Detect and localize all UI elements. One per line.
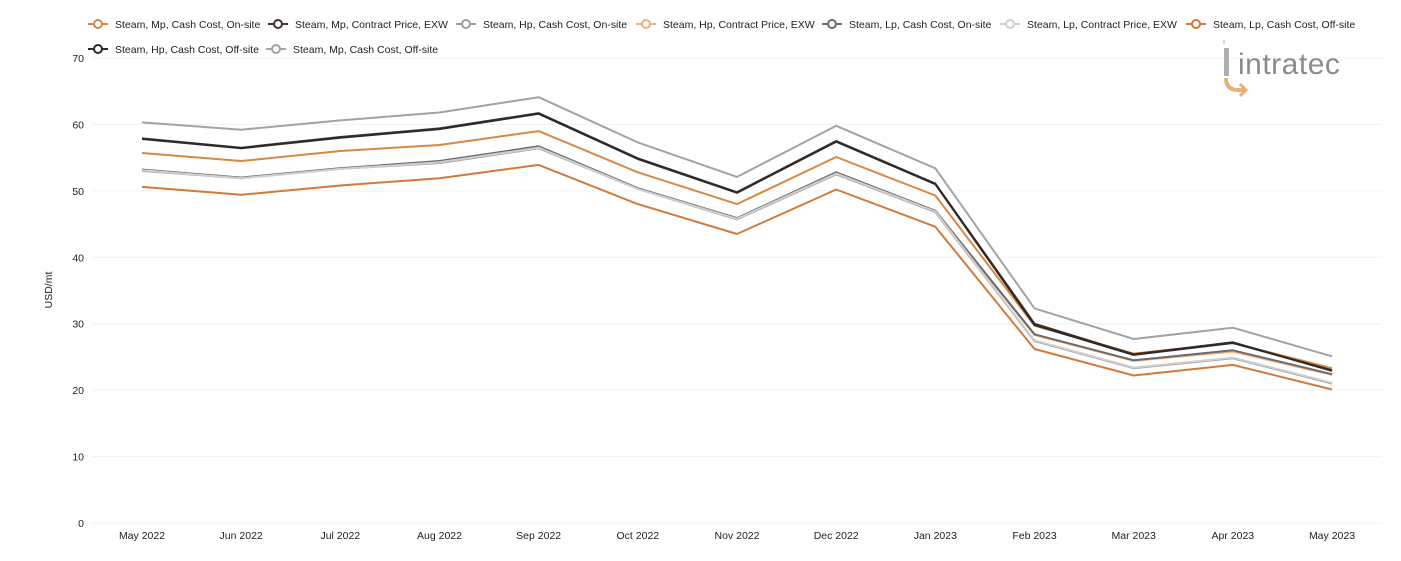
legend-marker — [93, 19, 103, 29]
x-tick-label: Oct 2022 — [617, 530, 660, 542]
series-line-2[interactable] — [141, 147, 1333, 385]
x-tick-label: Jan 2023 — [914, 530, 957, 542]
legend-label: Steam, Mp, Cash Cost, On-site — [115, 19, 260, 31]
legend-label: Steam, Hp, Cash Cost, Off-site — [115, 44, 259, 56]
y-axis-title: USD/mt — [43, 272, 55, 309]
y-tick-label: 0 — [78, 518, 84, 530]
x-tick-label: Aug 2022 — [417, 530, 462, 542]
x-tick-label: Mar 2023 — [1111, 530, 1156, 542]
legend-item-4[interactable]: Steam, Lp, Cash Cost, On-site — [822, 19, 992, 31]
intratec-logo-mark — [1223, 40, 1249, 98]
legend-item-8[interactable]: Steam, Mp, Cash Cost, Off-site — [266, 44, 438, 56]
y-tick-label: 40 — [72, 252, 84, 264]
y-tick-label: 70 — [72, 53, 84, 65]
y-tick-label: 30 — [72, 319, 84, 331]
x-tick-label: Jul 2022 — [320, 530, 360, 542]
series-line-7[interactable] — [141, 112, 1333, 372]
chart-series — [141, 96, 1333, 391]
legend-label: Steam, Lp, Cash Cost, Off-site — [1213, 19, 1355, 31]
y-tick-label: 60 — [72, 119, 84, 131]
legend-item-0[interactable]: Steam, Mp, Cash Cost, On-site — [88, 19, 260, 31]
x-tick-label: Dec 2022 — [814, 530, 859, 542]
legend-item-7[interactable]: Steam, Hp, Cash Cost, Off-site — [88, 44, 259, 56]
x-axis: May 2022 Jun 2022 Jul 2022 Aug 2022 Sep 2022… — [119, 530, 1355, 542]
legend-marker — [1191, 19, 1201, 29]
legend-marker — [271, 44, 281, 54]
x-tick-label: Feb 2023 — [1012, 530, 1057, 542]
legend-label: Steam, Lp, Contract Price, EXW — [1027, 19, 1177, 31]
x-tick-label: May 2022 — [119, 530, 165, 542]
legend-item-3[interactable]: Steam, Hp, Contract Price, EXW — [636, 19, 815, 31]
logo-text: intratec — [1238, 48, 1341, 81]
intratec-logo: intratec — [1220, 40, 1370, 100]
legend-label: Steam, Hp, Cash Cost, On-site — [483, 19, 627, 31]
chart-gridlines — [92, 57, 1382, 524]
legend-item-2[interactable]: Steam, Hp, Cash Cost, On-site — [456, 19, 627, 31]
legend-marker — [461, 19, 471, 29]
series-line-3[interactable] — [141, 146, 1333, 376]
x-tick-label: Apr 2023 — [1212, 530, 1255, 542]
x-tick-label: May 2023 — [1309, 530, 1355, 542]
series-line-1[interactable] — [141, 112, 1333, 372]
x-tick-label: Nov 2022 — [715, 530, 760, 542]
series-line-6[interactable] — [141, 163, 1333, 391]
legend-item-5[interactable]: Steam, Lp, Contract Price, EXW — [1000, 19, 1177, 31]
chart-legend[interactable]: Steam, Mp, Cash Cost, On-site Steam, Mp, … — [88, 19, 1355, 56]
series-line-0[interactable] — [141, 130, 1333, 370]
legend-marker — [1005, 19, 1015, 29]
series-line-5[interactable] — [141, 146, 1333, 384]
y-tick-label: 50 — [72, 186, 84, 198]
y-tick-label: 10 — [72, 452, 84, 464]
legend-item-1[interactable]: Steam, Mp, Contract Price, EXW — [268, 19, 448, 31]
legend-label: Steam, Hp, Contract Price, EXW — [663, 19, 815, 31]
x-tick-label: Sep 2022 — [516, 530, 561, 542]
legend-marker — [273, 19, 283, 29]
series-line-8[interactable] — [141, 96, 1333, 358]
legend-label: Steam, Lp, Cash Cost, On-site — [849, 19, 992, 31]
series-line-4[interactable] — [141, 145, 1333, 376]
y-tick-label: 20 — [72, 385, 84, 397]
y-axis: 0 10 20 30 40 50 60 70 — [72, 53, 84, 530]
legend-marker — [827, 19, 837, 29]
legend-label: Steam, Mp, Contract Price, EXW — [295, 19, 448, 31]
x-tick-label: Jun 2022 — [220, 530, 263, 542]
legend-marker — [93, 44, 103, 54]
legend-item-6[interactable]: Steam, Lp, Cash Cost, Off-site — [1186, 19, 1355, 31]
legend-marker — [641, 19, 651, 29]
legend-label: Steam, Mp, Cash Cost, Off-site — [293, 44, 438, 56]
